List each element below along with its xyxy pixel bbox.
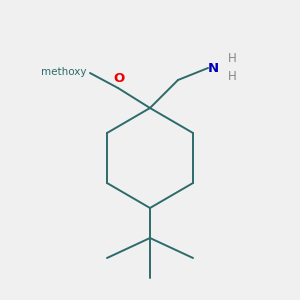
Text: N: N xyxy=(208,62,219,76)
Text: H: H xyxy=(228,70,237,83)
Text: H: H xyxy=(228,52,237,64)
Text: methoxy: methoxy xyxy=(40,67,86,77)
Text: O: O xyxy=(113,72,124,85)
